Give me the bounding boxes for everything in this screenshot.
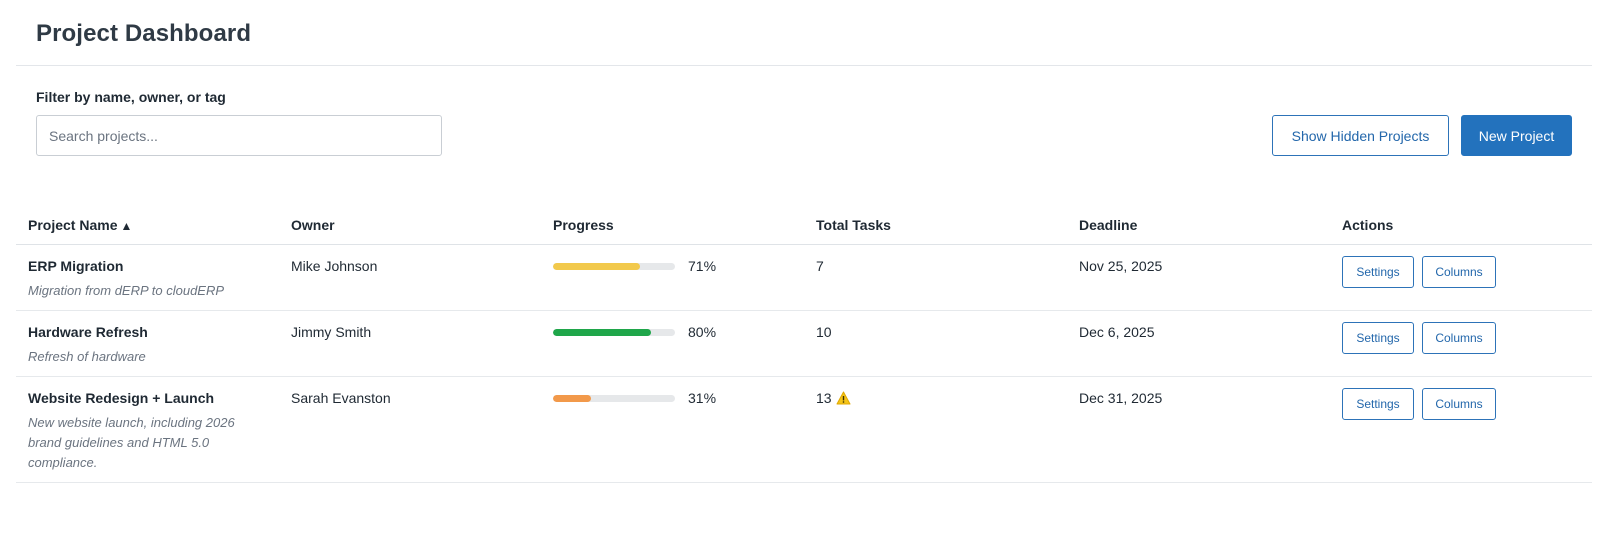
column-header-total-tasks: Total Tasks bbox=[816, 217, 891, 233]
total-tasks-cell: 13 bbox=[816, 390, 851, 408]
column-header-owner: Owner bbox=[291, 217, 335, 233]
settings-button[interactable]: Settings bbox=[1342, 256, 1414, 288]
project-description: Refresh of hardware bbox=[28, 349, 146, 364]
project-deadline: Dec 31, 2025 bbox=[1079, 390, 1163, 406]
page-title: Project Dashboard bbox=[36, 20, 252, 47]
row-actions: Settings Columns bbox=[1342, 322, 1496, 354]
progress-percent: 80% bbox=[688, 324, 717, 340]
columns-button[interactable]: Columns bbox=[1422, 322, 1496, 354]
table-row: Hardware Refresh Refresh of hardware Jim… bbox=[16, 311, 1592, 377]
settings-button[interactable]: Settings bbox=[1342, 388, 1414, 420]
column-header-actions: Actions bbox=[1342, 217, 1394, 233]
progress-cell: 31% bbox=[553, 390, 716, 406]
project-deadline: Dec 6, 2025 bbox=[1079, 324, 1155, 340]
warning-icon bbox=[836, 391, 851, 408]
table-header: Project Name ▲ Owner Progress Total Tasks… bbox=[16, 205, 1592, 245]
project-name[interactable]: Hardware Refresh bbox=[28, 324, 148, 340]
total-tasks: 10 bbox=[816, 324, 832, 340]
project-name-cell: Hardware Refresh Refresh of hardware bbox=[28, 324, 278, 367]
column-header-project-name[interactable]: Project Name ▲ bbox=[28, 217, 132, 233]
project-name-cell: ERP Migration Migration from dERP to clo… bbox=[28, 258, 278, 301]
progress-bar bbox=[553, 262, 675, 270]
project-owner: Sarah Evanston bbox=[291, 390, 391, 406]
show-hidden-projects-button[interactable]: Show Hidden Projects bbox=[1272, 115, 1449, 156]
columns-button[interactable]: Columns bbox=[1422, 388, 1496, 420]
column-header-label: Project Name bbox=[28, 217, 118, 233]
sort-ascending-icon: ▲ bbox=[120, 219, 133, 233]
page-header: Project Dashboard bbox=[16, 0, 1592, 66]
progress-percent: 31% bbox=[688, 390, 717, 406]
project-description: New website launch, including 2026 brand… bbox=[28, 415, 235, 470]
project-name[interactable]: Website Redesign + Launch bbox=[28, 390, 215, 406]
progress-cell: 80% bbox=[553, 324, 716, 340]
column-header-progress: Progress bbox=[553, 217, 614, 233]
project-owner: Mike Johnson bbox=[291, 258, 378, 274]
row-actions: Settings Columns bbox=[1342, 388, 1496, 420]
columns-button[interactable]: Columns bbox=[1422, 256, 1496, 288]
progress-bar-fill bbox=[553, 328, 651, 336]
total-tasks: 7 bbox=[816, 258, 824, 274]
row-actions: Settings Columns bbox=[1342, 256, 1496, 288]
column-header-deadline: Deadline bbox=[1079, 217, 1138, 233]
filter-label: Filter by name, owner, or tag bbox=[36, 89, 226, 105]
project-owner: Jimmy Smith bbox=[291, 324, 372, 340]
new-project-button[interactable]: New Project bbox=[1461, 115, 1572, 156]
project-name-cell: Website Redesign + Launch New website la… bbox=[28, 390, 278, 473]
project-description: Migration from dERP to cloudERP bbox=[28, 283, 225, 298]
progress-percent: 71% bbox=[688, 258, 717, 274]
projects-table: Project Name ▲ Owner Progress Total Tasks… bbox=[16, 205, 1592, 483]
progress-bar-fill bbox=[553, 394, 591, 402]
project-name[interactable]: ERP Migration bbox=[28, 258, 124, 274]
progress-bar bbox=[553, 328, 675, 336]
total-tasks: 13 bbox=[816, 390, 832, 406]
progress-bar-fill bbox=[553, 262, 640, 270]
project-deadline: Nov 25, 2025 bbox=[1079, 258, 1163, 274]
search-input[interactable] bbox=[36, 115, 442, 156]
progress-bar bbox=[553, 394, 675, 402]
table-row: Website Redesign + Launch New website la… bbox=[16, 377, 1592, 483]
progress-cell: 71% bbox=[553, 258, 716, 274]
table-row: ERP Migration Migration from dERP to clo… bbox=[16, 245, 1592, 311]
settings-button[interactable]: Settings bbox=[1342, 322, 1414, 354]
